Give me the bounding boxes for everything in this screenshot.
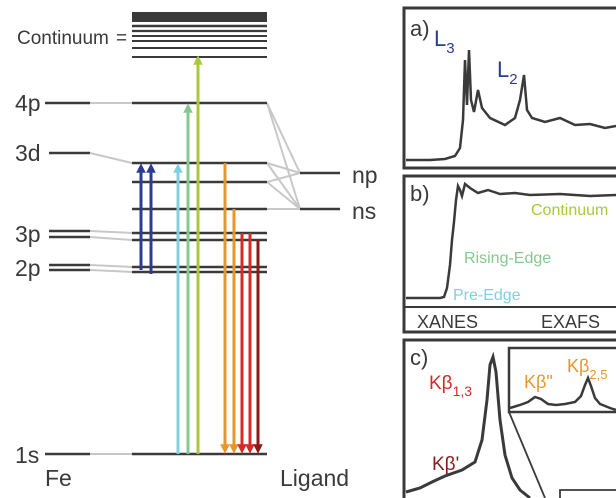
energy-level-diagram: Continuum =: [15, 12, 378, 491]
zoom-region: [559, 489, 616, 498]
annotation-continuum: Continuum: [531, 202, 608, 219]
continuum-brace: =: [116, 28, 127, 49]
panel-c: Kβ" Kβ2,5 c) Kβ1,3 Kβ': [402, 338, 616, 498]
edge-label-l3: L3: [434, 26, 455, 57]
level-label-np: np: [352, 162, 378, 188]
panel-b: b) Continuum Rising-Edge Pre-Edge XANES …: [402, 174, 616, 334]
level-label-2p: 2p: [15, 255, 41, 281]
panel-b-spectrum: [406, 181, 616, 300]
panel-a-label: a): [410, 16, 430, 41]
annotation-rising-edge: Rising-Edge: [464, 250, 551, 267]
transition-arrows: [136, 55, 263, 454]
continuum-band: [132, 12, 267, 58]
ligand-label: Ligand: [280, 465, 349, 491]
panel-a-frame: [402, 6, 616, 170]
panel-b-frame: [402, 174, 616, 334]
panel-c-inset: Kβ" Kβ2,5: [507, 346, 616, 414]
continuum-label: Continuum: [17, 28, 109, 49]
panel-c-spectrum: [405, 351, 531, 498]
panel-c-label: c): [410, 345, 428, 370]
level-label-ns: ns: [352, 198, 376, 224]
inset-label-kb25: Kβ2,5: [567, 356, 607, 382]
ligand-levels: [300, 171, 340, 211]
panel-a-spectrum: [406, 49, 616, 162]
level-label-3d: 3d: [15, 140, 41, 166]
metal-label-fe: Fe: [45, 465, 72, 491]
inset-label-kb-double-prime: Kβ": [524, 372, 553, 392]
zoom-connector: [508, 411, 546, 498]
panel-a: a) L3 L2: [402, 6, 616, 170]
metal-levels: [45, 101, 90, 456]
panel-b-label: b): [410, 181, 430, 206]
level-label-3p: 3p: [15, 221, 41, 247]
region-label-exafs: EXAFS: [541, 312, 600, 332]
level-label-4p: 4p: [15, 90, 41, 116]
inset-spectrum: [509, 374, 616, 412]
region-label-xanes: XANES: [417, 312, 478, 332]
line-label-kb-prime: Kβ': [432, 454, 459, 475]
orbital-connectors: [89, 102, 301, 455]
line-label-kb13: Kβ1,3: [429, 373, 472, 399]
edge-label-l2: L2: [497, 57, 518, 88]
level-label-1s: 1s: [15, 442, 39, 468]
panel-c-frame: [402, 338, 616, 498]
annotation-pre-edge: Pre-Edge: [453, 287, 521, 304]
